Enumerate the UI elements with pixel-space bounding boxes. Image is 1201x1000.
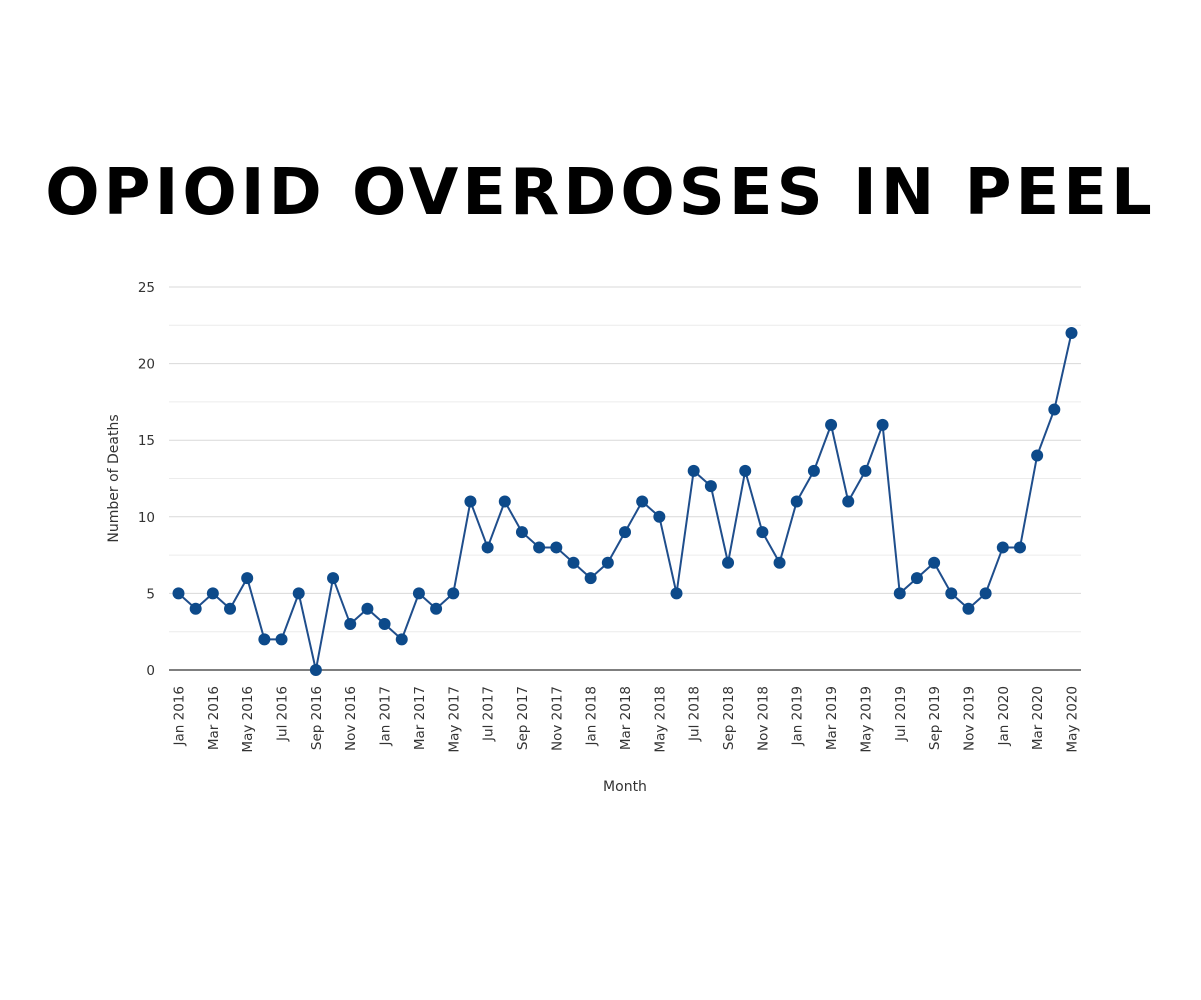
data-point <box>309 664 322 676</box>
data-point <box>876 418 889 431</box>
x-tick-label: Jan 2020 <box>996 686 1012 746</box>
data-point <box>224 602 237 615</box>
x-tick-label: Jan 2017 <box>378 686 394 746</box>
series-deaths <box>172 326 1078 676</box>
x-tick-label: Mar 2018 <box>618 686 634 750</box>
data-point <box>550 541 563 554</box>
y-tick-label: 10 <box>138 510 155 526</box>
data-point <box>790 495 803 508</box>
data-point <box>1013 541 1026 554</box>
x-tick-label: Jul 2018 <box>687 686 703 742</box>
data-point <box>1065 326 1078 339</box>
data-point <box>344 618 357 631</box>
data-point <box>1031 449 1044 462</box>
data-point <box>807 464 820 477</box>
x-tick-label: Mar 2017 <box>412 686 428 750</box>
chart-title: OPIOID OVERDOSES IN PEEL <box>45 156 1156 230</box>
x-tick-label: Jul 2016 <box>275 686 291 742</box>
y-tick-label: 20 <box>138 357 155 373</box>
data-point <box>515 526 528 539</box>
data-point <box>653 510 666 523</box>
x-tick-label: Jan 2018 <box>584 686 600 746</box>
data-point <box>447 587 460 600</box>
data-point <box>378 618 391 631</box>
x-axis-title: Month <box>603 779 647 795</box>
data-point <box>962 602 975 615</box>
data-point <box>1048 403 1061 416</box>
y-axis-title: Number of Deaths <box>106 414 122 542</box>
x-tick-label: Nov 2016 <box>343 686 359 751</box>
data-point <box>498 495 511 508</box>
x-tick-label: Jul 2017 <box>481 686 497 742</box>
x-tick-label: Sep 2018 <box>721 686 737 750</box>
data-point <box>945 587 958 600</box>
x-tick-label: Nov 2017 <box>549 686 565 751</box>
data-point <box>327 572 340 585</box>
x-tick-label: May 2017 <box>446 686 462 753</box>
data-point <box>567 556 580 569</box>
y-axis-ticks: 0 5 10 15 20 25 <box>138 280 155 679</box>
x-tick-label: Sep 2016 <box>309 686 325 750</box>
x-tick-label: Nov 2018 <box>755 686 771 751</box>
data-point <box>412 587 425 600</box>
x-tick-label: Jul 2019 <box>893 686 909 742</box>
data-point <box>910 572 923 585</box>
x-tick-label: May 2016 <box>240 686 256 753</box>
data-point <box>395 633 408 646</box>
x-tick-label: May 2018 <box>652 686 668 753</box>
data-point <box>739 464 752 477</box>
data-point <box>206 587 219 600</box>
x-tick-label: Sep 2019 <box>927 686 943 750</box>
data-point <box>979 587 992 600</box>
data-point <box>258 633 271 646</box>
data-point <box>859 464 872 477</box>
series-line <box>177 332 1073 671</box>
data-point <box>825 418 838 431</box>
y-tick-label: 0 <box>146 663 155 679</box>
data-point <box>704 480 717 493</box>
data-point <box>636 495 649 508</box>
data-point <box>687 464 700 477</box>
data-point <box>773 556 786 569</box>
y-tick-label: 15 <box>138 433 155 449</box>
data-point <box>189 602 202 615</box>
data-point <box>928 556 941 569</box>
data-point <box>533 541 546 554</box>
x-tick-label: Mar 2020 <box>1030 686 1046 750</box>
x-tick-label: Sep 2017 <box>515 686 531 750</box>
x-tick-label: Nov 2019 <box>961 686 977 751</box>
x-axis-ticks: Jan 2016 Mar 2016 May 2016 Jul 2016 Sep 2016… <box>172 686 1081 753</box>
y-tick-label: 25 <box>138 280 155 296</box>
y-tick-label: 5 <box>146 586 155 602</box>
data-point <box>670 587 683 600</box>
data-point <box>722 556 735 569</box>
x-tick-label: May 2020 <box>1065 686 1081 753</box>
data-point <box>893 587 906 600</box>
data-point <box>430 602 443 615</box>
data-point <box>996 541 1009 554</box>
data-point <box>481 541 494 554</box>
data-point <box>601 556 614 569</box>
data-point <box>241 572 254 585</box>
x-tick-label: Jan 2019 <box>790 686 806 746</box>
data-point <box>292 587 305 600</box>
data-point <box>584 572 597 585</box>
grid-lines <box>169 286 1081 671</box>
data-point <box>361 602 374 615</box>
x-tick-label: Mar 2016 <box>206 686 222 750</box>
data-point <box>275 633 288 646</box>
x-tick-label: Mar 2019 <box>824 686 840 750</box>
data-point <box>172 587 185 600</box>
data-point <box>619 526 631 539</box>
data-point <box>842 495 855 508</box>
data-point <box>464 495 477 508</box>
data-point <box>756 526 769 539</box>
x-tick-label: May 2019 <box>858 686 874 753</box>
x-tick-label: Jan 2016 <box>172 686 188 746</box>
